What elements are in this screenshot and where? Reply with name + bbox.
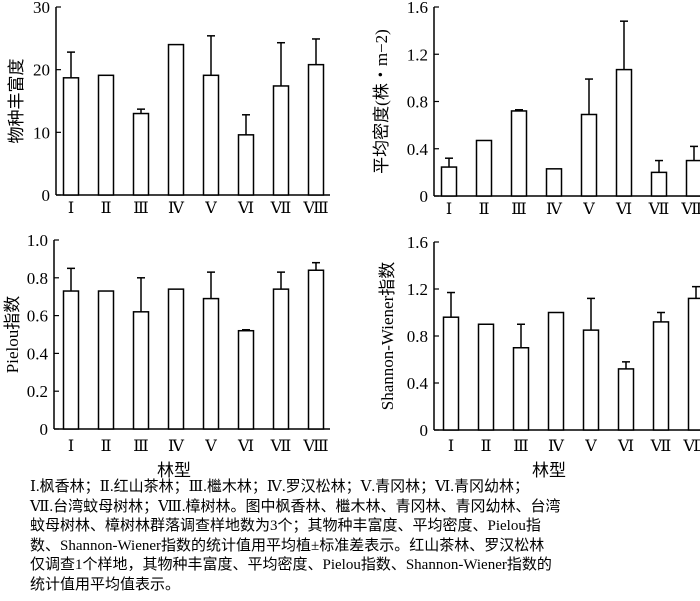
x-tick-label: Ⅶ	[650, 438, 672, 455]
x-tick-label: Ⅴ	[204, 438, 217, 455]
bar	[652, 321, 670, 431]
y-tick-label: 0	[42, 186, 51, 205]
caption-line: 数、Shannon-Wiener指数的统计值用平均植±标准差表示。红山茶林、罗汉…	[30, 537, 545, 554]
y-tick-label: 1.6	[407, 233, 428, 252]
y-tick-label: 1.0	[27, 231, 48, 250]
bar	[167, 288, 185, 430]
y-axis-label: Pielou指数	[3, 296, 22, 373]
x-tick-label: Ⅳ	[168, 438, 185, 455]
bar	[582, 329, 600, 431]
x-tick-label: Ⅵ	[237, 438, 254, 455]
x-tick-label: Ⅱ	[101, 200, 112, 217]
y-axis-label: 平均密度(株・m−2)	[372, 29, 391, 174]
x-axis-label: 林型	[157, 461, 191, 480]
caption-line: Ⅰ.枫香林；Ⅱ.红山茶林；Ⅲ.檵木林；Ⅳ.罗汉松林；Ⅴ.青冈林；Ⅵ.青冈幼林；	[30, 479, 529, 495]
bar	[477, 323, 495, 431]
bar	[440, 166, 458, 197]
x-axis-label: 林型	[532, 461, 566, 480]
y-tick-label: 1.2	[407, 45, 428, 64]
x-tick-label: Ⅷ	[682, 438, 700, 455]
y-tick-label: 0.4	[407, 374, 429, 393]
y-tick-label: 0.4	[407, 140, 429, 159]
y-tick-label: 0	[420, 187, 429, 206]
x-tick-label: Ⅰ	[448, 438, 454, 455]
caption-line: Ⅶ.台湾蚊母树林；Ⅷ.樟树林。图中枫香林、檵木林、青冈林、青冈幼林、台湾	[30, 498, 561, 515]
bar	[307, 269, 325, 430]
y-tick-label: 0.4	[27, 344, 49, 363]
x-tick-label: Ⅵ	[617, 438, 634, 455]
x-tick-label: Ⅲ	[133, 438, 148, 455]
y-tick-label: 0.8	[27, 269, 48, 288]
bar	[580, 113, 598, 197]
x-tick-label: Ⅷ	[302, 200, 328, 217]
x-tick-label: Ⅱ	[479, 201, 490, 218]
y-tick-label: 30	[33, 0, 50, 17]
y-tick-label: 1.6	[407, 0, 428, 17]
bar	[615, 68, 633, 197]
y-tick-label: 0.6	[27, 307, 48, 326]
bar	[510, 110, 528, 197]
y-tick-label: 0.8	[407, 327, 428, 346]
y-tick-label: 0.8	[407, 93, 428, 112]
x-tick-label: Ⅶ	[270, 438, 292, 455]
x-tick-label: Ⅰ	[446, 201, 452, 218]
y-tick-label: 20	[33, 61, 50, 80]
y-tick-label: 1.2	[407, 280, 428, 299]
bar	[545, 168, 563, 197]
bar	[512, 347, 530, 431]
x-tick-label: Ⅰ	[68, 200, 74, 217]
x-tick-label: Ⅳ	[548, 438, 565, 455]
bar	[62, 77, 80, 196]
bar	[132, 311, 150, 430]
bar	[272, 85, 290, 196]
x-tick-label: Ⅶ	[270, 200, 292, 217]
bar	[307, 63, 325, 196]
x-tick-label: Ⅲ	[133, 200, 148, 217]
caption-line: 仅调查1个样地，其物种丰富度、平均密度、Pielou指数、Shannon-Wie…	[30, 557, 552, 573]
y-axis-label: 物种丰富度	[7, 59, 26, 144]
x-tick-label: Ⅲ	[511, 201, 526, 218]
y-tick-label: 10	[33, 123, 50, 142]
x-tick-label: Ⅳ	[546, 201, 563, 218]
bar	[685, 159, 700, 197]
x-tick-label: Ⅴ	[204, 200, 217, 217]
x-tick-label: Ⅱ	[101, 438, 112, 455]
x-tick-label: Ⅷ	[302, 438, 328, 455]
y-tick-label: 0	[420, 421, 429, 440]
x-tick-label: Ⅶ	[648, 201, 670, 218]
bar	[237, 134, 255, 196]
x-tick-label: Ⅰ	[68, 438, 74, 455]
y-tick-label: 0.2	[27, 382, 48, 401]
bar	[272, 288, 290, 430]
x-tick-label: Ⅵ	[615, 201, 632, 218]
bar	[97, 290, 115, 430]
bar	[97, 74, 115, 196]
y-axis-label: Shannon-Wiener指数	[378, 262, 397, 411]
figure-caption: Ⅰ.枫香林；Ⅱ.红山茶林；Ⅲ.檵木林；Ⅳ.罗汉松林；Ⅴ.青冈林；Ⅵ.青冈幼林； …	[30, 478, 690, 595]
x-tick-label: Ⅲ	[513, 438, 528, 455]
caption-line: 统计值用平均值表示。	[30, 576, 181, 593]
bar	[687, 297, 700, 431]
bar	[62, 290, 80, 430]
x-tick-label: Ⅳ	[168, 200, 185, 217]
bar	[237, 329, 255, 430]
x-tick-label: Ⅷ	[680, 201, 700, 218]
x-tick-label: Ⅵ	[237, 200, 254, 217]
bar	[202, 297, 220, 430]
bar	[475, 139, 493, 197]
caption-line: 蚊母树林、樟树林群落调查样地数为3个；其物种丰富度、平均密度、Pielou指	[30, 518, 541, 534]
bar	[617, 368, 635, 431]
bar	[202, 74, 220, 196]
x-tick-label: Ⅱ	[481, 438, 492, 455]
y-tick-label: 0	[40, 420, 49, 439]
x-tick-label: Ⅴ	[584, 438, 597, 455]
bar	[442, 316, 460, 431]
x-tick-label: Ⅴ	[582, 201, 595, 218]
bar	[167, 43, 185, 196]
bar	[650, 171, 668, 197]
bar	[547, 311, 565, 431]
bar	[132, 112, 150, 196]
